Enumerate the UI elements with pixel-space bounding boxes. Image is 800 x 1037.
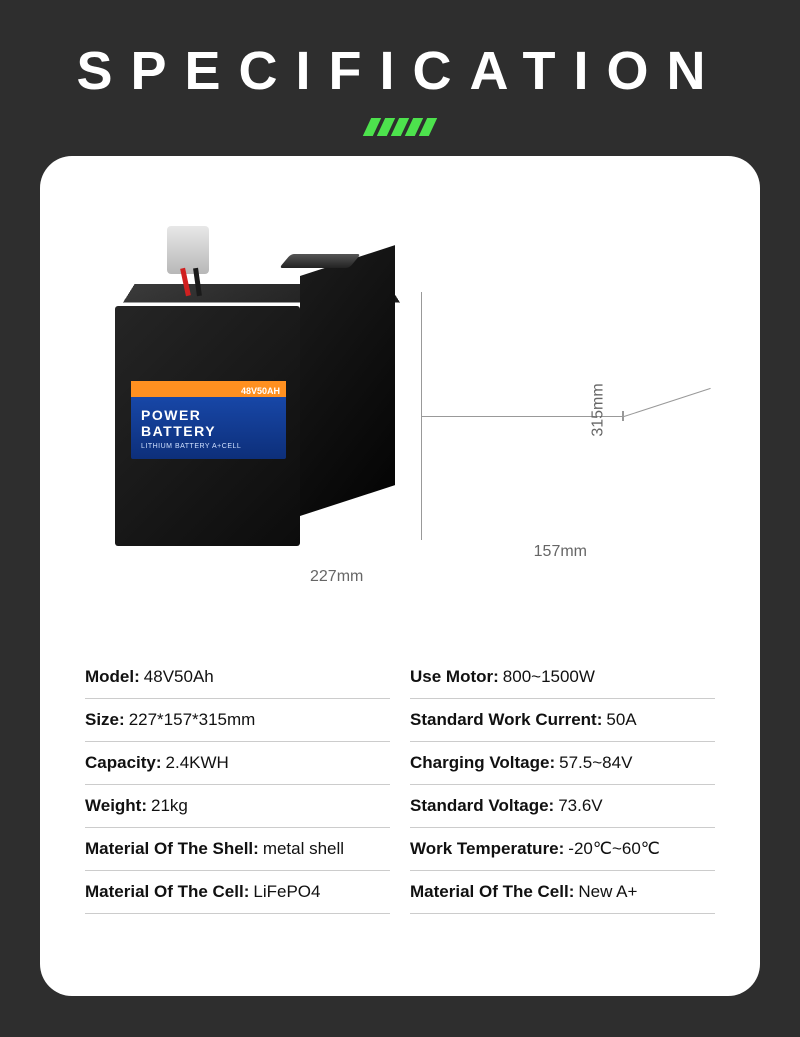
spec-card: 48V50AH POWER BATTERY LITHIUM BATTERY A+… bbox=[40, 156, 760, 996]
spec-row: Weight:21kg bbox=[85, 785, 390, 828]
header: SPECIFICATION bbox=[40, 40, 760, 136]
battery-handle bbox=[279, 254, 361, 268]
page-title: SPECIFICATION bbox=[40, 40, 760, 102]
spec-label: Work Temperature: bbox=[410, 839, 564, 859]
spec-row: Standard Work Current:50A bbox=[410, 699, 715, 742]
spec-row: Capacity:2.4KWH bbox=[85, 742, 390, 785]
spec-row: Material Of The Cell:New A+ bbox=[410, 871, 715, 914]
spec-value: LiFePO4 bbox=[253, 882, 320, 902]
spec-value: -20℃~60℃ bbox=[568, 839, 660, 859]
label-badge: 48V50AH bbox=[241, 386, 280, 396]
spec-value: New A+ bbox=[578, 882, 637, 902]
spec-value: 227*157*315mm bbox=[129, 710, 256, 730]
spec-value: 21kg bbox=[151, 796, 188, 816]
spec-row: Standard Voltage:73.6V bbox=[410, 785, 715, 828]
spec-row: Size:227*157*315mm bbox=[85, 699, 390, 742]
spec-value: 48V50Ah bbox=[144, 667, 214, 687]
divider-slashes bbox=[40, 118, 760, 136]
spec-value: 800~1500W bbox=[503, 667, 595, 687]
battery-label: 48V50AH POWER BATTERY LITHIUM BATTERY A+… bbox=[131, 381, 286, 459]
spec-row: Model:48V50Ah bbox=[85, 656, 390, 699]
page: SPECIFICATION 48V50AH POWER BATTE bbox=[0, 0, 800, 1037]
spec-row: Material Of The Shell:metal shell bbox=[85, 828, 390, 871]
spec-row: Use Motor:800~1500W bbox=[410, 656, 715, 699]
spec-value: 50A bbox=[606, 710, 636, 730]
label-title: POWER BATTERY bbox=[141, 407, 276, 439]
product-image-area: 48V50AH POWER BATTERY LITHIUM BATTERY A+… bbox=[85, 196, 715, 636]
spec-label: Material Of The Shell: bbox=[85, 839, 259, 859]
battery-side-face bbox=[300, 245, 395, 516]
spec-value: 2.4KWH bbox=[166, 753, 229, 773]
dim-width-label: 227mm bbox=[310, 568, 363, 586]
spec-label: Weight: bbox=[85, 796, 147, 816]
dim-depth-label: 157mm bbox=[534, 543, 587, 561]
dim-tick bbox=[432, 416, 442, 417]
spec-label: Material Of The Cell: bbox=[410, 882, 574, 902]
battery-connector bbox=[167, 226, 209, 274]
spec-label: Capacity: bbox=[85, 753, 162, 773]
spec-value: 57.5~84V bbox=[559, 753, 632, 773]
dim-tick bbox=[422, 416, 432, 417]
spec-label: Size: bbox=[85, 710, 125, 730]
spec-label: Model: bbox=[85, 667, 140, 687]
spec-row: Material Of The Cell:LiFePO4 bbox=[85, 871, 390, 914]
dim-height-label: 315mm bbox=[589, 383, 607, 436]
spec-row: Work Temperature:-20℃~60℃ bbox=[410, 828, 715, 871]
label-subtitle: LITHIUM BATTERY A+CELL bbox=[141, 443, 276, 450]
spec-value: 73.6V bbox=[558, 796, 602, 816]
spec-label: Standard Work Current: bbox=[410, 710, 602, 730]
specs-table: Model:48V50Ah Use Motor:800~1500W Size:2… bbox=[85, 656, 715, 914]
battery-illustration: 48V50AH POWER BATTERY LITHIUM BATTERY A+… bbox=[85, 226, 421, 606]
spec-label: Use Motor: bbox=[410, 667, 499, 687]
spec-label: Charging Voltage: bbox=[410, 753, 555, 773]
dim-depth-line bbox=[624, 387, 711, 416]
spec-value: metal shell bbox=[263, 839, 344, 859]
spec-row: Charging Voltage:57.5~84V bbox=[410, 742, 715, 785]
spec-label: Standard Voltage: bbox=[410, 796, 554, 816]
spec-label: Material Of The Cell: bbox=[85, 882, 249, 902]
